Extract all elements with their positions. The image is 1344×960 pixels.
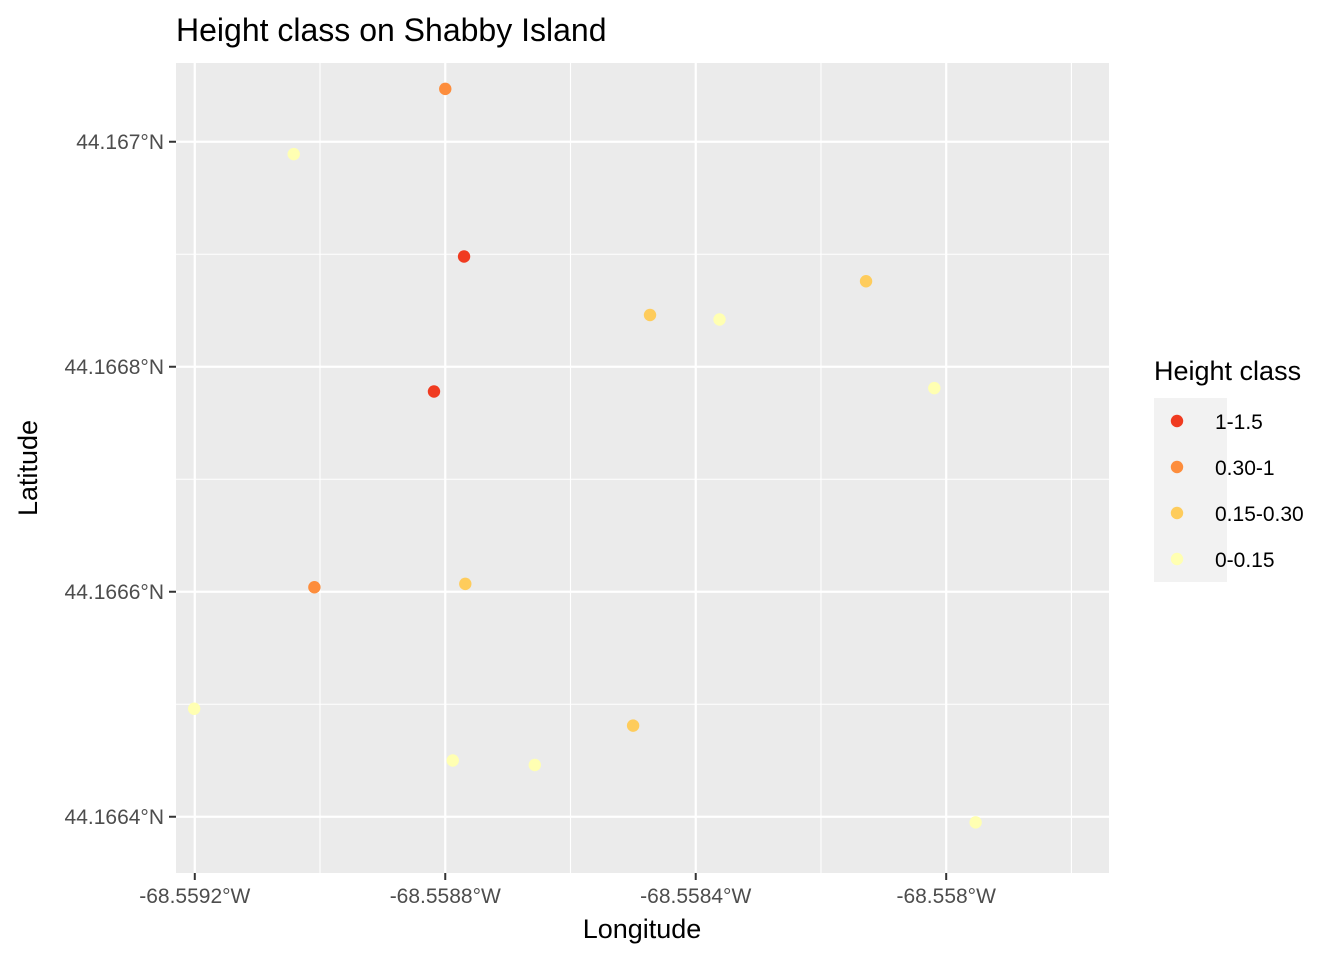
x-axis-title: Longitude — [583, 914, 702, 944]
x-tick-label: -68.558°W — [896, 885, 996, 908]
y-tick-label: 44.1668°N — [65, 356, 164, 379]
data-point — [187, 702, 201, 715]
data-points — [187, 82, 982, 829]
legend-title: Height class — [1154, 356, 1301, 386]
data-point — [427, 385, 441, 398]
legend-key — [1170, 414, 1184, 428]
data-point — [859, 275, 873, 288]
data-point — [457, 250, 471, 263]
data-point — [459, 577, 472, 591]
legend-key — [1170, 460, 1184, 474]
major-gridlines — [176, 63, 1109, 873]
legend-label: 0.30-1 — [1215, 457, 1275, 480]
minor-gridlines — [176, 63, 1109, 873]
legend-label: 1-1.5 — [1215, 411, 1263, 434]
data-point — [287, 147, 300, 161]
data-point — [308, 581, 321, 594]
y-axis: 44.1664°N 44.1666°N 44.1668°N 44.167°N — [65, 131, 176, 829]
data-point — [969, 816, 982, 829]
y-tick-label: 44.1664°N — [65, 806, 164, 829]
plot-panel — [176, 63, 1109, 873]
x-tick-label: -68.5592°W — [139, 885, 250, 908]
legend-key-background — [1154, 398, 1227, 582]
legend-key — [1170, 552, 1184, 566]
y-axis-title: Latitude — [13, 420, 43, 516]
data-point — [928, 381, 941, 395]
data-point — [643, 308, 657, 322]
x-tick-label: -68.5584°W — [640, 885, 751, 908]
data-point — [446, 754, 459, 767]
data-point — [626, 719, 640, 732]
x-axis: -68.5592°W -68.5588°W -68.5584°W -68.558°W — [139, 873, 996, 908]
data-point — [439, 82, 452, 96]
data-point — [713, 313, 726, 326]
legend-label: 0-0.15 — [1215, 549, 1275, 572]
legend-key — [1170, 506, 1184, 520]
y-tick-label: 44.167°N — [76, 131, 164, 154]
chart-title: Height class on Shabby Island — [176, 12, 606, 48]
data-point — [528, 758, 541, 772]
y-tick-label: 44.1666°N — [65, 581, 164, 604]
x-tick-label: -68.5588°W — [390, 885, 501, 908]
legend-label: 0.15-0.30 — [1215, 503, 1304, 526]
legend: Height class 1-1.5 0.30-1 0.15-0.30 0-0.15 — [1154, 356, 1304, 582]
